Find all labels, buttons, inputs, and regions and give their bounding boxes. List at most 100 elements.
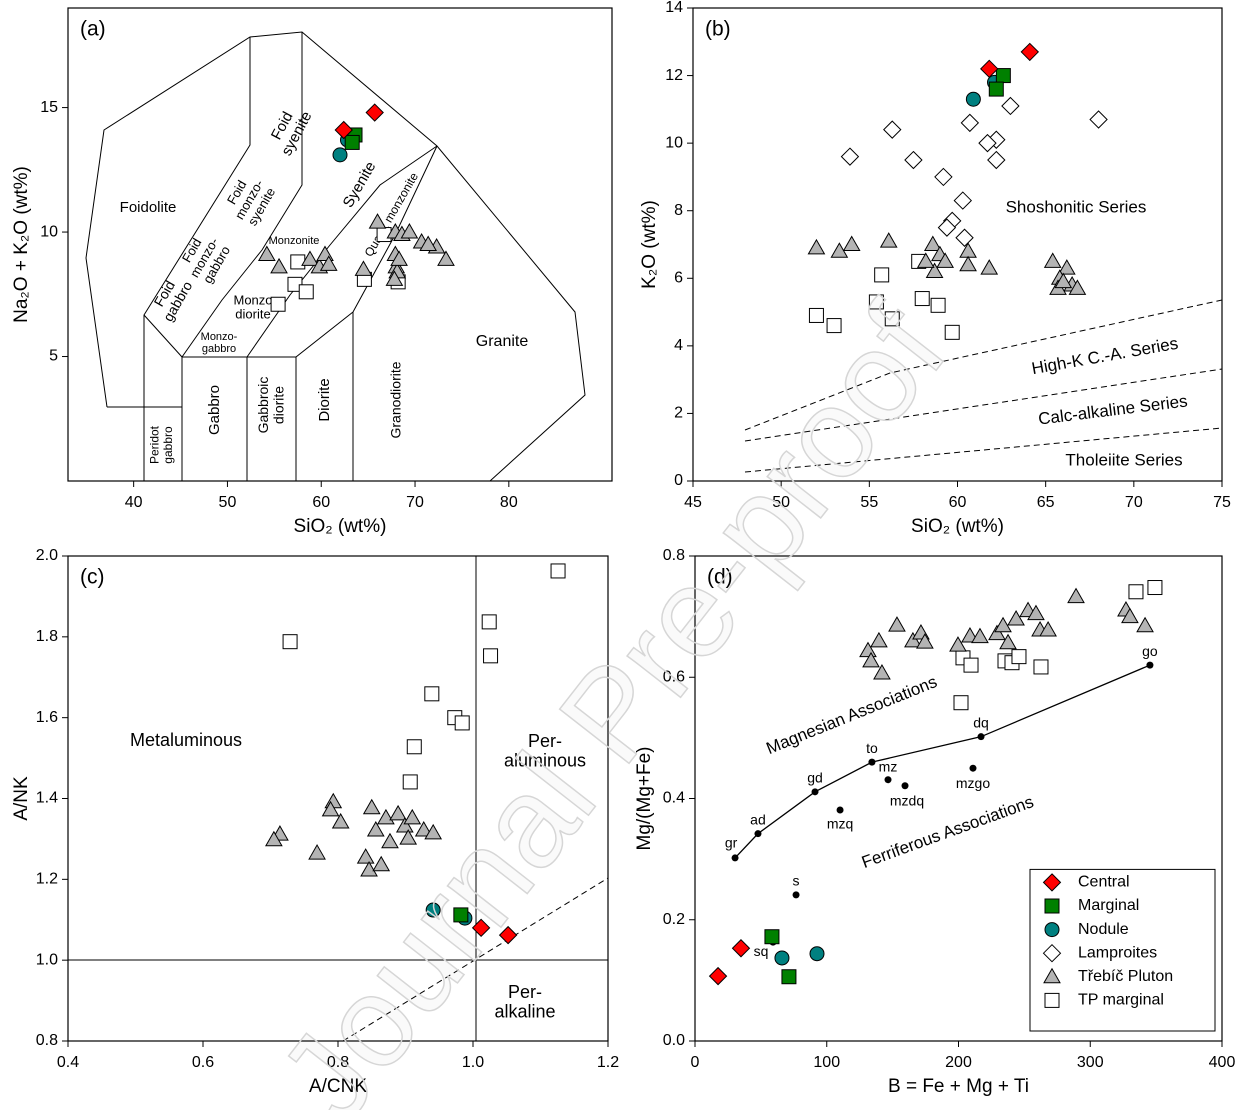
y-tick-label: 1.6	[36, 709, 58, 726]
region-label-line: Ferriferous Associations	[859, 792, 1036, 872]
x-tick-label: 400	[1209, 1054, 1236, 1071]
x-tick-label: 0.4	[57, 1054, 79, 1071]
point	[987, 150, 1006, 170]
point	[402, 774, 418, 790]
point-label: mzdq	[890, 792, 924, 808]
region-label: Monzo-gabbro	[201, 331, 238, 355]
panel-label: (b)	[705, 18, 731, 41]
region-label: Syenite	[340, 159, 380, 211]
point	[406, 739, 422, 755]
point	[868, 758, 876, 766]
x-tick-label: 80	[500, 494, 518, 511]
legend-label: Třebíč Pluton	[1078, 968, 1173, 985]
point	[809, 946, 825, 962]
point	[980, 59, 999, 79]
y-tick-label: 2.0	[36, 547, 58, 564]
region-label-line: Tholeiite Series	[1065, 450, 1182, 469]
dashed-line	[744, 299, 1223, 431]
point	[419, 235, 438, 251]
field-boundary	[85, 31, 586, 482]
point-label: gd	[807, 770, 823, 786]
point	[360, 861, 378, 877]
point	[862, 651, 880, 668]
region-label-line: Shoshonitic Series	[1006, 197, 1147, 216]
point	[870, 631, 888, 648]
point	[944, 324, 960, 340]
point	[308, 844, 326, 860]
point	[354, 260, 373, 276]
point	[764, 929, 780, 945]
point	[483, 648, 499, 664]
point	[988, 624, 1006, 641]
point	[969, 764, 977, 772]
point	[873, 663, 891, 680]
region-label-line: Monzo	[233, 292, 272, 307]
region-label-line: Foidolite	[120, 199, 177, 216]
point	[1146, 661, 1154, 669]
point	[842, 235, 861, 251]
point	[471, 918, 491, 938]
point	[988, 81, 1004, 97]
point	[808, 307, 824, 323]
point	[1043, 252, 1062, 268]
y-tick-label: 2	[674, 405, 683, 422]
point	[344, 134, 360, 150]
point-label: dq	[973, 714, 989, 730]
point	[781, 969, 797, 985]
point	[453, 907, 469, 923]
point	[290, 254, 306, 270]
x-tick-label: 300	[1077, 1054, 1104, 1071]
region-label: Foidolite	[120, 199, 177, 216]
point	[1147, 580, 1163, 596]
point	[925, 262, 944, 279]
point	[999, 633, 1017, 650]
x-tick-label: 70	[406, 494, 424, 511]
point	[301, 250, 319, 266]
point	[731, 854, 739, 862]
y-tick-label: 0.2	[663, 911, 685, 928]
point	[916, 633, 934, 649]
region-label-line: Syenite	[340, 159, 380, 211]
point	[774, 950, 790, 966]
legend-label: Nodule	[1078, 921, 1129, 938]
point	[424, 686, 440, 702]
legend-marker	[1042, 943, 1062, 963]
x-tick-label: 1.2	[597, 1054, 619, 1071]
point	[884, 776, 892, 784]
x-tick-label: 40	[125, 494, 143, 511]
legend-marker	[1042, 873, 1062, 892]
field-boundary	[181, 32, 303, 358]
point	[914, 291, 930, 307]
point-label: sq	[754, 943, 769, 959]
region-label: Gabbroic diorite	[255, 377, 286, 434]
panel-label: (a)	[80, 18, 106, 41]
point	[708, 966, 728, 986]
point	[381, 832, 399, 849]
point	[960, 113, 980, 133]
region-label: Granodiorite	[388, 361, 404, 438]
point	[332, 147, 348, 163]
y-tick-label: 1.0	[36, 951, 58, 968]
y-tick-label: 6	[674, 270, 683, 287]
x-axis-label: A/CNK	[309, 1076, 367, 1097]
y-axis-label: Mg/(Mg+Fe)	[634, 747, 655, 851]
point	[1027, 604, 1045, 621]
point	[425, 902, 441, 918]
point	[366, 821, 385, 837]
point-label: mzq	[827, 816, 853, 832]
y-tick-label: 0.6	[663, 668, 685, 685]
point	[321, 800, 340, 817]
point	[836, 806, 844, 814]
field-boundary	[143, 37, 251, 481]
region-label-line: Quartz monzonite	[362, 170, 422, 259]
point	[424, 823, 443, 840]
point	[437, 250, 455, 266]
point-label: ad	[750, 811, 766, 827]
y-tick-label: 0.0	[663, 1032, 685, 1049]
legend-marker	[1044, 922, 1060, 938]
y-tick-label: 0	[674, 472, 683, 489]
